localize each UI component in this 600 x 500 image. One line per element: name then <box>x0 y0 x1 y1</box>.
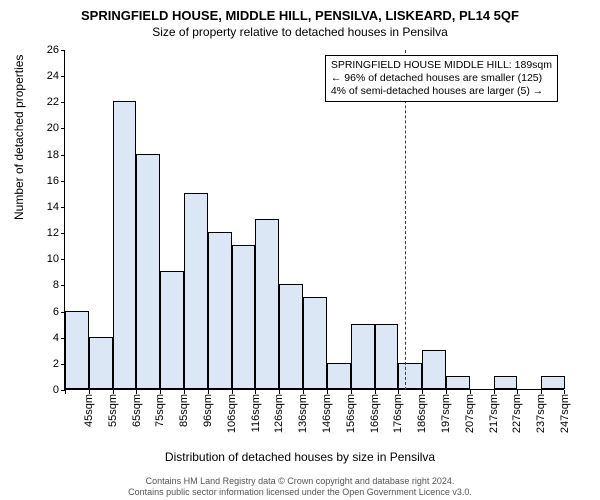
x-tick-label: 55sqm <box>107 394 119 440</box>
annotation-box: SPRINGFIELD HOUSE MIDDLE HILL: 189sqm ← … <box>325 55 558 102</box>
y-tick-label: 22 <box>29 96 59 108</box>
x-tick-label: 126sqm <box>273 394 285 440</box>
histogram-bar <box>494 376 518 389</box>
histogram-bar <box>208 232 232 389</box>
histogram-bar <box>89 337 113 389</box>
y-tick-label: 10 <box>29 253 59 265</box>
y-tick-label: 8 <box>29 279 59 291</box>
histogram-bar <box>351 324 375 389</box>
annotation-line-1: SPRINGFIELD HOUSE MIDDLE HILL: 189sqm <box>331 59 552 72</box>
x-tick-label: 217sqm <box>488 394 500 440</box>
y-tick-label: 26 <box>29 44 59 56</box>
annotation-line-2: ← 96% of detached houses are smaller (12… <box>331 72 552 85</box>
x-tick-label: 237sqm <box>535 394 547 440</box>
x-tick-label: 85sqm <box>178 394 190 440</box>
histogram-bar <box>184 193 208 389</box>
histogram-bar <box>65 311 89 389</box>
histogram-bar <box>303 297 327 389</box>
y-tick-label: 6 <box>29 306 59 318</box>
main-title: SPRINGFIELD HOUSE, MIDDLE HILL, PENSILVA… <box>0 0 600 23</box>
x-tick-label: 116sqm <box>250 394 262 440</box>
x-tick-label: 186sqm <box>416 394 428 440</box>
chart-container: SPRINGFIELD HOUSE, MIDDLE HILL, PENSILVA… <box>0 0 600 500</box>
x-tick-label: 156sqm <box>345 394 357 440</box>
annotation-line-3: 4% of semi-detached houses are larger (5… <box>331 85 552 98</box>
histogram-bar <box>398 363 422 389</box>
y-tick-label: 14 <box>29 201 59 213</box>
histogram-bar <box>375 324 399 389</box>
x-tick-label: 146sqm <box>321 394 333 440</box>
histogram-bar <box>279 284 303 389</box>
histogram-bar <box>446 376 470 389</box>
y-tick-label: 2 <box>29 358 59 370</box>
x-axis-label: Distribution of detached houses by size … <box>0 450 600 464</box>
histogram-bar <box>232 245 256 389</box>
y-tick-label: 20 <box>29 122 59 134</box>
histogram-bar <box>113 101 137 389</box>
histogram-bar <box>160 271 184 389</box>
y-tick-label: 0 <box>29 384 59 396</box>
x-tick-label: 75sqm <box>154 394 166 440</box>
y-tick-label: 12 <box>29 227 59 239</box>
x-tick-label: 45sqm <box>83 394 95 440</box>
x-tick-label: 65sqm <box>131 394 143 440</box>
histogram-bar <box>327 363 351 389</box>
y-tick-label: 24 <box>29 70 59 82</box>
x-tick-label: 227sqm <box>511 394 523 440</box>
y-tick-label: 4 <box>29 332 59 344</box>
histogram-bar <box>422 350 446 389</box>
sub-title: Size of property relative to detached ho… <box>0 23 600 39</box>
y-tick-label: 18 <box>29 149 59 161</box>
y-tick-label: 16 <box>29 175 59 187</box>
x-tick-label: 207sqm <box>464 394 476 440</box>
histogram-bar <box>136 154 160 389</box>
histogram-bar <box>255 219 279 389</box>
footer-line-2: Contains public sector information licen… <box>0 487 600 498</box>
x-tick-label: 197sqm <box>440 394 452 440</box>
footer: Contains HM Land Registry data © Crown c… <box>0 476 600 498</box>
footer-line-1: Contains HM Land Registry data © Crown c… <box>0 476 600 487</box>
x-tick-label: 176sqm <box>392 394 404 440</box>
x-tick-label: 106sqm <box>226 394 238 440</box>
y-axis-label: Number of detached properties <box>12 55 26 220</box>
chart-area: 0246810121416182022242645sqm55sqm65sqm75… <box>64 50 564 390</box>
histogram-bar <box>541 376 565 389</box>
x-tick-label: 136sqm <box>297 394 309 440</box>
x-tick-label: 166sqm <box>369 394 381 440</box>
x-tick-label: 247sqm <box>559 394 571 440</box>
x-tick-label: 96sqm <box>202 394 214 440</box>
